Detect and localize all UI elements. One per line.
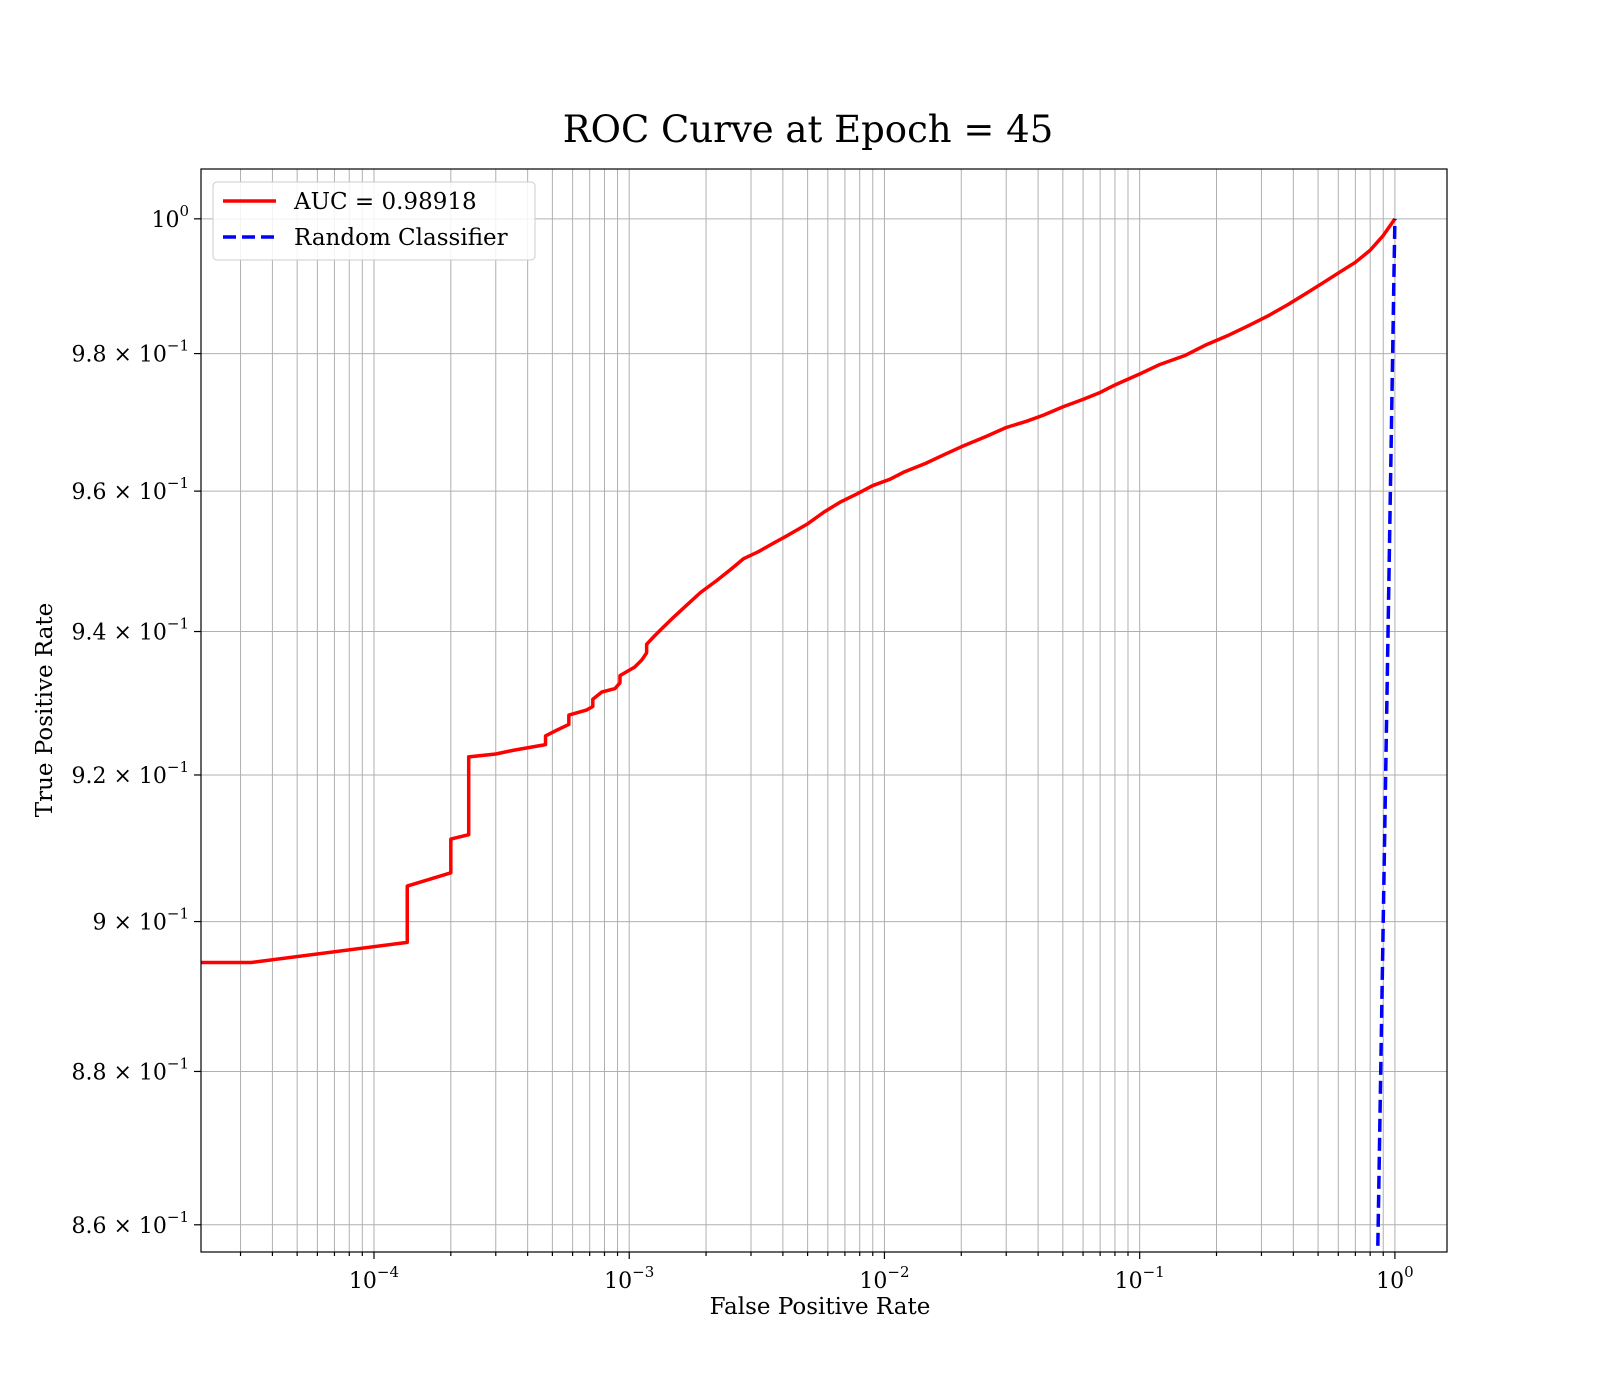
- y-tick-label: 9.6 × 10−1: [71, 474, 189, 505]
- y-tick-label: 8.8 × 10−1: [71, 1054, 189, 1085]
- y-tick-label: 9.4 × 10−1: [71, 615, 189, 646]
- series-layer: [201, 217, 1397, 1252]
- x-tick-label: 10−1: [1115, 1263, 1165, 1294]
- x-axis-label: False Positive Rate: [710, 1294, 931, 1320]
- y-tick-label: 9 × 10−1: [92, 905, 189, 936]
- legend-label-auc: AUC = 0.98918: [293, 189, 477, 215]
- legend-box: [212, 181, 536, 261]
- y-tick-label: 100: [151, 202, 189, 233]
- random-classifier-line: [1375, 218, 1397, 1252]
- y-tick-label: 9.8 × 10−1: [71, 337, 189, 368]
- axis-ticks: 8.6 × 10−1 8.8 × 10−1 9 × 10−1 9.2 × 10−1 9.…: [71, 202, 1413, 1294]
- legend-label-random: Random Classifier: [294, 225, 508, 251]
- x-tick-label: 10−2: [859, 1263, 909, 1294]
- x-tick-label: 100: [1376, 1263, 1414, 1294]
- chart-title: ROC Curve at Epoch = 45: [563, 108, 1053, 151]
- y-tick-label: 9.2 × 10−1: [71, 758, 189, 789]
- legend: AUC = 0.98918 Random Classifier: [212, 181, 536, 261]
- plot-frame: [200, 168, 1448, 1253]
- y-axis-label: True Positive Rate: [32, 603, 58, 818]
- x-tick-label: 10−3: [604, 1263, 654, 1294]
- roc-curve-line: [201, 217, 1397, 965]
- y-tick-label: 8.6 × 10−1: [71, 1208, 189, 1239]
- grid-lines: [201, 169, 1447, 1252]
- x-tick-label: 10−4: [349, 1263, 399, 1294]
